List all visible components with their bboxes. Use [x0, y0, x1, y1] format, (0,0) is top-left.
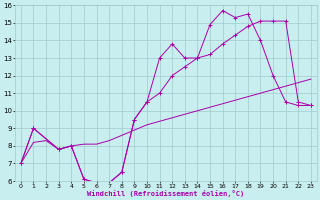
X-axis label: Windchill (Refroidissement éolien,°C): Windchill (Refroidissement éolien,°C): [87, 190, 244, 197]
